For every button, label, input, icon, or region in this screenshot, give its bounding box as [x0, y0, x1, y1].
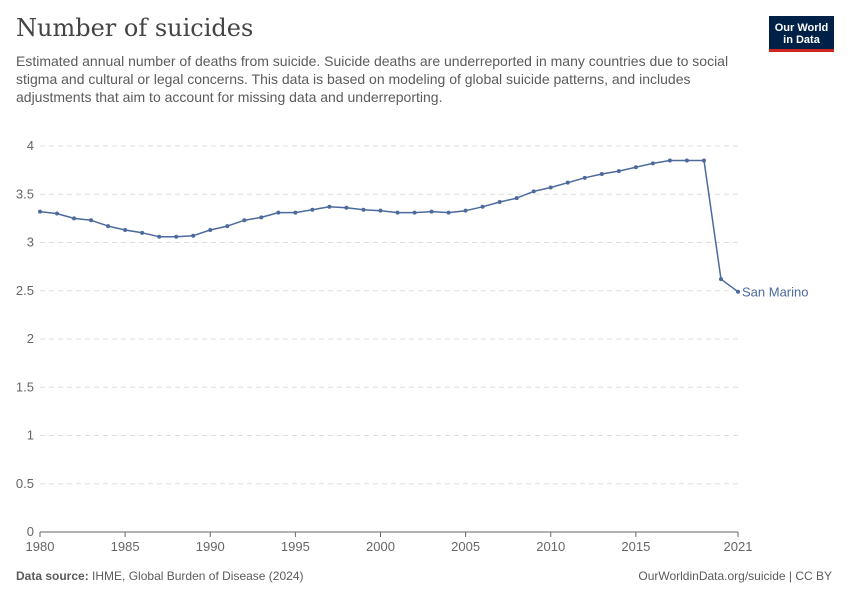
data-point	[616, 169, 621, 174]
data-point	[174, 234, 179, 239]
x-tick-label: 2000	[366, 539, 395, 554]
data-point	[259, 215, 264, 220]
y-tick-label: 1	[27, 428, 34, 443]
data-point	[293, 210, 298, 215]
data-point	[208, 227, 213, 232]
data-point	[378, 208, 383, 213]
data-point	[412, 210, 417, 215]
data-point	[718, 277, 723, 282]
y-tick-label: 1.5	[16, 379, 34, 394]
data-point	[667, 158, 672, 163]
data-point	[310, 207, 315, 212]
data-point	[736, 289, 740, 294]
x-tick-label: 2021	[724, 539, 753, 554]
chart-subtitle: Estimated annual number of deaths from s…	[16, 52, 736, 106]
data-point	[344, 205, 349, 210]
data-point	[565, 180, 570, 185]
data-point	[191, 233, 196, 238]
x-tick-label: 1995	[281, 539, 310, 554]
data-point	[395, 210, 400, 215]
x-tick-label: 2010	[536, 539, 565, 554]
y-tick-label: 2.5	[16, 283, 34, 298]
data-source: Data source: IHME, Global Burden of Dise…	[16, 569, 303, 583]
subtitle-line-2: stigma and cultural or legal concerns. T…	[16, 71, 691, 105]
data-point	[38, 209, 42, 214]
data-point	[276, 210, 281, 215]
data-point	[72, 216, 77, 221]
license-link[interactable]: OurWorldinData.org/suicide | CC BY	[638, 569, 832, 583]
data-point	[123, 227, 128, 232]
data-point	[650, 161, 655, 166]
owid-logo[interactable]: Our World in Data	[769, 16, 834, 52]
y-tick-label: 2	[27, 331, 34, 346]
data-source-text: IHME, Global Burden of Disease (2024)	[92, 569, 304, 583]
y-tick-label: 4	[27, 138, 34, 153]
data-point	[157, 234, 162, 239]
logo-line-1: Our World	[774, 22, 829, 34]
data-point	[89, 218, 94, 223]
x-tick-label: 1985	[111, 539, 140, 554]
y-tick-label: 3.5	[16, 186, 34, 201]
data-point	[599, 171, 604, 176]
data-point	[225, 224, 230, 229]
data-point	[548, 185, 553, 190]
data-point	[242, 218, 247, 223]
data-point	[55, 211, 60, 216]
data-source-label: Data source:	[16, 569, 89, 583]
series-line	[39, 159, 739, 293]
data-point	[582, 175, 587, 180]
data-point	[497, 199, 502, 204]
data-point	[429, 209, 434, 214]
series-label: San Marino	[742, 285, 808, 300]
x-tick-label: 1980	[26, 539, 55, 554]
data-point	[106, 224, 111, 229]
data-point	[446, 210, 451, 215]
x-tick-label: 1990	[196, 539, 225, 554]
x-tick-label: 2015	[621, 539, 650, 554]
y-tick-label: 0	[27, 524, 34, 539]
y-tick-label: 3	[27, 235, 34, 250]
x-tick-label: 2005	[451, 539, 480, 554]
logo-line-2: in Data	[783, 34, 820, 46]
subtitle-line-1: Estimated annual number of deaths from s…	[16, 53, 729, 69]
data-point	[531, 189, 536, 194]
data-point	[514, 196, 519, 201]
data-point	[361, 207, 366, 212]
y-tick-label: 0.5	[16, 476, 34, 491]
data-point	[684, 158, 689, 163]
data-point	[633, 165, 638, 170]
data-point	[463, 208, 468, 213]
data-point	[701, 158, 706, 163]
chart-title: Number of suicides	[16, 14, 254, 42]
data-point	[327, 204, 332, 209]
data-point	[140, 230, 145, 235]
data-point	[480, 204, 485, 209]
